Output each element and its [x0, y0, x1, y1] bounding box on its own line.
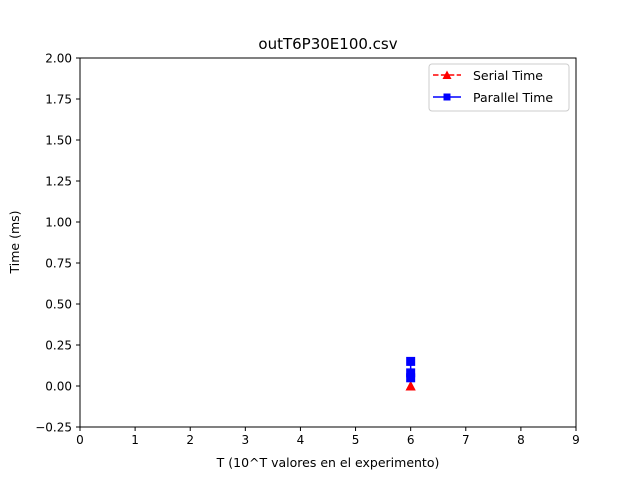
- series-layer: [405, 356, 416, 391]
- x-tick-label: 5: [352, 433, 360, 447]
- data-point-serial: [405, 381, 416, 391]
- x-tick-label: 0: [76, 433, 84, 447]
- x-tick-label: 7: [462, 433, 470, 447]
- y-tick-label: −0.25: [35, 421, 72, 435]
- x-tick-label: 1: [131, 433, 139, 447]
- legend-label-serial: Serial Time: [473, 68, 543, 83]
- x-tick-label: 2: [186, 433, 194, 447]
- y-tick-label: 1.75: [45, 93, 72, 107]
- plot-area: [80, 58, 576, 427]
- x-tick-label: 9: [572, 433, 580, 447]
- legend: Serial Time Parallel Time: [428, 63, 570, 112]
- data-point-parallel: [406, 356, 416, 366]
- chart-title: outT6P30E100.csv: [258, 35, 397, 53]
- axes-frame: [79, 57, 577, 428]
- legend-marker-serial: [442, 70, 452, 79]
- y-tick-label: 1.00: [45, 216, 72, 230]
- y-tick-label: 0.25: [45, 339, 72, 353]
- ticks-layer: 0 1 2 3 4 5 6 7 8 9 −0.25 0.00 0.25 0.50 0.75 1.00 1.25 1…: [35, 52, 580, 448]
- x-axis-label: T (10^T valores en el experimento): [216, 455, 440, 470]
- y-tick-label: 2.00: [45, 52, 72, 66]
- y-tick-label: 0.75: [45, 257, 72, 271]
- y-tick-label: 0.00: [45, 380, 72, 394]
- data-point-parallel: [406, 368, 416, 378]
- x-tick-label: 4: [297, 433, 305, 447]
- y-axis-label: Time (ms): [7, 210, 22, 274]
- y-tick-label: 1.50: [45, 134, 72, 148]
- y-tick-label: 1.25: [45, 175, 72, 189]
- legend-label-parallel: Parallel Time: [473, 90, 553, 105]
- data-point-parallel: [406, 373, 416, 383]
- y-tick-label: 0.50: [45, 298, 72, 312]
- x-tick-label: 3: [242, 433, 250, 447]
- legend-marker-parallel: [443, 93, 451, 101]
- x-tick-label: 6: [407, 433, 415, 447]
- x-tick-label: 8: [517, 433, 525, 447]
- legend-box: [428, 63, 570, 112]
